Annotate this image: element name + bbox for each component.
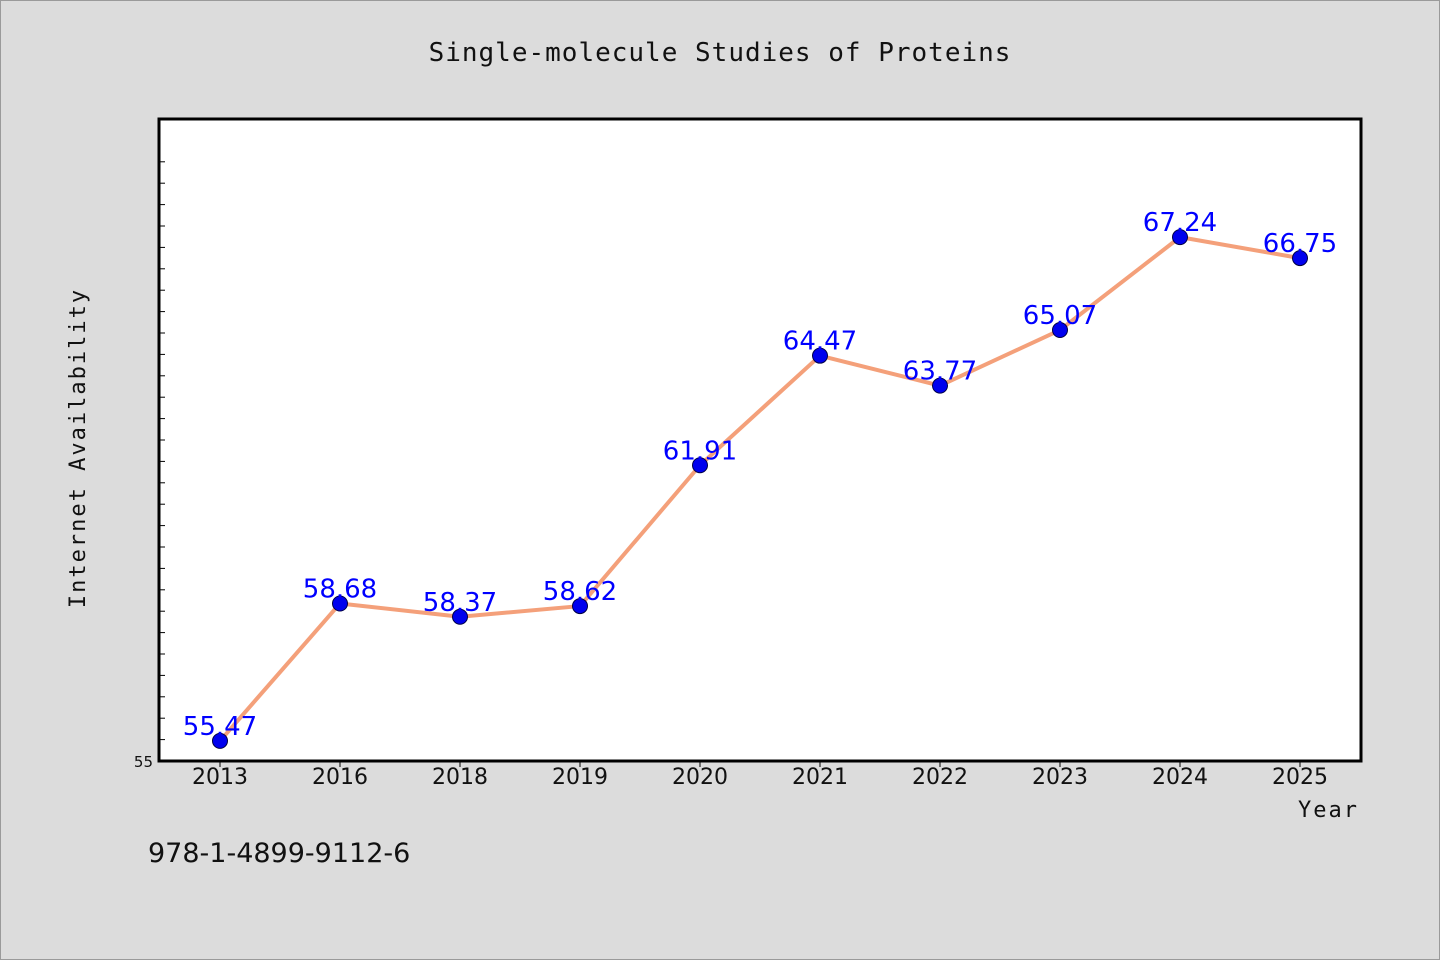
x-tick-label: 2020 xyxy=(672,765,728,790)
x-tick-label: 2016 xyxy=(312,765,368,790)
data-label: 64.47 xyxy=(783,327,857,357)
data-point xyxy=(452,608,468,625)
x-tick-label: 2013 xyxy=(192,765,248,790)
x-tick-label: 2021 xyxy=(792,765,848,790)
chart-title: Single-molecule Studies of Proteins xyxy=(429,38,1012,68)
data-point xyxy=(692,457,708,474)
x-axis: 2013 2016 2018 2019 2020 2021 2022 2023 2024 2025 xyxy=(192,761,1328,790)
data-point xyxy=(332,595,348,612)
y-tick-label: 55 xyxy=(134,753,153,771)
data-point xyxy=(1172,229,1188,246)
data-label: 55.47 xyxy=(183,712,257,742)
x-tick-label: 2024 xyxy=(1152,765,1208,790)
data-label: 61.91 xyxy=(663,436,737,466)
x-tick-label: 2019 xyxy=(552,765,608,790)
x-axis-label: Year xyxy=(1298,798,1359,823)
y-axis-label: Internet Availability xyxy=(66,288,91,608)
data-point xyxy=(572,598,588,615)
data-point xyxy=(932,377,948,394)
x-tick-label: 2022 xyxy=(912,765,968,790)
data-label: 58.62 xyxy=(543,577,617,607)
y-axis: 55 xyxy=(134,161,165,771)
footer-text: 978-1-4899-9112-6 xyxy=(148,838,410,869)
data-point xyxy=(812,347,828,364)
data-label: 66.75 xyxy=(1263,229,1337,259)
data-point xyxy=(212,732,228,749)
x-tick-label: 2025 xyxy=(1272,765,1328,790)
data-label: 67.24 xyxy=(1143,208,1217,238)
plot-area xyxy=(157,117,1363,763)
data-point xyxy=(1292,250,1308,267)
data-label: 58.37 xyxy=(423,588,497,618)
series-layer xyxy=(212,229,1308,749)
data-label: 65.07 xyxy=(1023,301,1097,331)
data-labels: 55.47 58.68 58.37 58.62 61.91 64.47 63.77 65.07… xyxy=(183,208,1337,742)
data-point xyxy=(1052,322,1068,339)
x-tick-label: 2018 xyxy=(432,765,488,790)
series-line xyxy=(218,235,1301,743)
data-label: 63.77 xyxy=(903,357,977,387)
data-label: 58.68 xyxy=(303,574,377,604)
x-tick-label: 2023 xyxy=(1032,765,1088,790)
